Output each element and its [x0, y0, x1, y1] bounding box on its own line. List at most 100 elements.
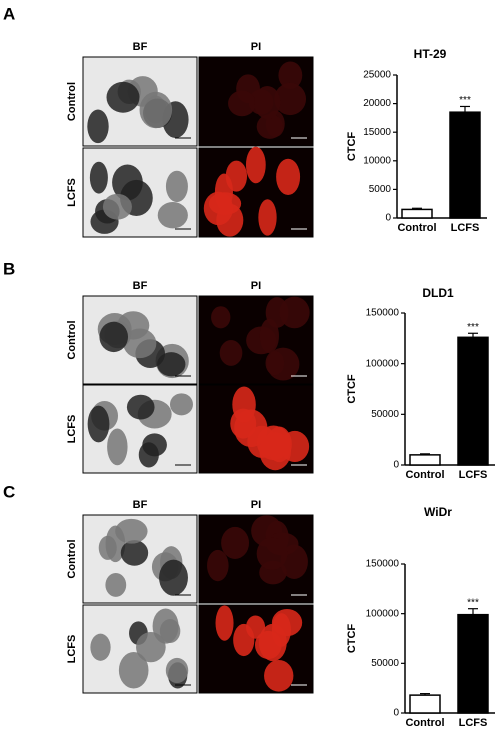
y-tick-label: 150000 — [366, 308, 400, 319]
chart-title: DLD1 — [422, 286, 454, 300]
y-tick-label: 0 — [393, 460, 399, 471]
x-tick-label: Control — [405, 717, 444, 729]
specimen — [256, 537, 288, 570]
specimen — [211, 306, 231, 329]
chart-title: WiDr — [424, 505, 452, 519]
specimen — [276, 158, 301, 196]
row-label: LCFS — [66, 415, 78, 444]
y-tick-label: 0 — [385, 213, 391, 224]
y-tick-label: 5000 — [369, 184, 392, 195]
chart-title: HT-29 — [414, 47, 447, 61]
y-tick-label: 50000 — [371, 658, 399, 669]
specimen — [169, 393, 193, 416]
specimen — [98, 535, 117, 560]
specimen — [256, 425, 291, 461]
specimen — [105, 573, 127, 597]
row-label: LCFS — [66, 635, 78, 664]
specimen — [126, 394, 155, 420]
specimen — [89, 161, 108, 194]
specimen — [165, 657, 189, 684]
specimen — [157, 202, 188, 229]
specimen — [215, 605, 234, 641]
specimen — [123, 328, 157, 359]
specimen — [219, 340, 243, 366]
panel-letter: C — [3, 482, 15, 501]
y-axis-label: CTCF — [346, 624, 358, 654]
significance: *** — [467, 322, 479, 333]
specimen — [159, 619, 181, 644]
significance: *** — [467, 597, 479, 608]
specimen — [120, 540, 149, 566]
specimen — [245, 146, 266, 184]
row-label: Control — [66, 539, 78, 578]
y-axis-label: CTCF — [346, 132, 358, 162]
specimen — [99, 321, 129, 353]
specimen — [254, 630, 282, 660]
specimen — [159, 559, 188, 596]
y-tick-label: 100000 — [366, 608, 400, 619]
bar — [457, 336, 489, 466]
specimen — [233, 623, 255, 657]
specimen — [232, 386, 256, 423]
specimen — [165, 170, 188, 203]
specimen — [264, 659, 294, 692]
row-label: LCFS — [66, 178, 78, 207]
specimen — [259, 318, 280, 354]
x-tick-label: LCFS — [451, 222, 480, 234]
specimen — [274, 82, 307, 116]
y-tick-label: 100000 — [366, 358, 400, 369]
x-tick-label: LCFS — [459, 469, 488, 481]
specimen — [228, 90, 256, 117]
specimen — [139, 91, 173, 129]
specimen — [221, 526, 250, 559]
specimen — [118, 651, 149, 689]
specimen — [87, 109, 109, 144]
column-label: BF — [133, 41, 148, 53]
panel-letter: A — [3, 4, 15, 23]
column-label: BF — [133, 280, 148, 292]
specimen — [157, 352, 186, 377]
column-label: PI — [251, 41, 261, 53]
specimen — [225, 160, 248, 192]
x-tick-label: LCFS — [459, 717, 488, 729]
specimen — [90, 633, 111, 661]
specimen — [102, 193, 132, 220]
y-axis-label: CTCF — [346, 374, 358, 404]
specimen — [107, 428, 128, 466]
bar — [457, 613, 489, 714]
specimen — [136, 632, 166, 663]
specimen — [278, 61, 303, 89]
bar — [401, 208, 433, 219]
y-tick-label: 10000 — [363, 155, 391, 166]
specimen — [106, 81, 140, 113]
specimen — [258, 199, 277, 236]
column-label: PI — [251, 499, 261, 511]
y-tick-label: 150000 — [366, 559, 400, 570]
x-tick-label: Control — [405, 469, 444, 481]
specimen — [115, 518, 148, 544]
column-label: PI — [251, 280, 261, 292]
bar — [449, 111, 481, 219]
row-label: Control — [66, 320, 78, 359]
bar — [409, 454, 441, 466]
x-tick-label: Control — [397, 222, 436, 234]
y-tick-label: 50000 — [371, 409, 399, 420]
row-label: Control — [66, 82, 78, 121]
specimen — [279, 296, 310, 329]
specimen — [256, 114, 283, 139]
specimen — [208, 192, 242, 215]
y-tick-label: 15000 — [363, 127, 391, 138]
significance: *** — [459, 95, 471, 106]
bar — [409, 694, 441, 714]
y-tick-label: 25000 — [363, 70, 391, 81]
specimen — [265, 351, 285, 376]
specimen — [87, 405, 110, 443]
specimen — [207, 549, 229, 582]
panel-letter: B — [3, 259, 15, 278]
column-label: BF — [133, 499, 148, 511]
y-tick-label: 0 — [393, 708, 399, 719]
specimen — [254, 85, 281, 119]
specimen — [271, 609, 303, 637]
y-tick-label: 20000 — [363, 98, 391, 109]
